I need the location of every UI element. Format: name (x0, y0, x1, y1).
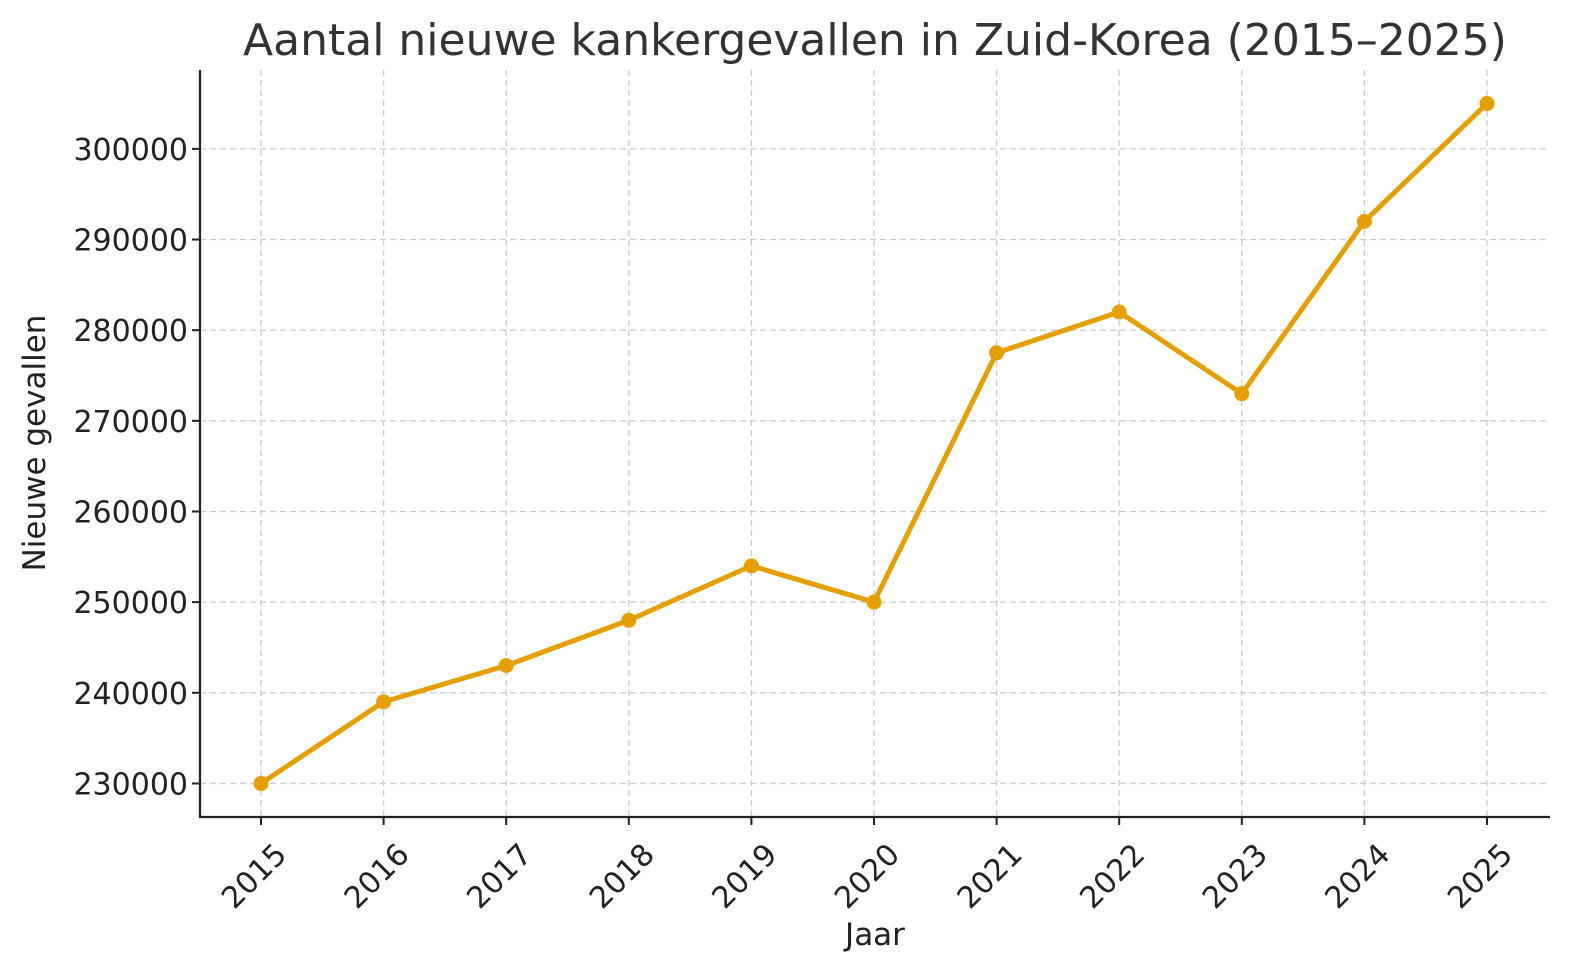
x-tick-label: 2021 (951, 837, 1030, 916)
y-tick-label: 260000 (73, 495, 188, 530)
data-point (1479, 96, 1495, 112)
x-tick-label: 2016 (338, 837, 417, 916)
data-point (253, 775, 269, 791)
y-tick-label: 250000 (73, 586, 188, 621)
data-point (1111, 304, 1127, 320)
y-tick-label: 290000 (73, 224, 188, 259)
x-axis-label: Jaar (843, 917, 905, 953)
x-tick-label: 2019 (706, 837, 785, 916)
x-tick-label: 2025 (1441, 837, 1520, 916)
x-tick-label: 2023 (1196, 837, 1275, 916)
x-tick-label: 2018 (583, 837, 662, 916)
data-point (1356, 213, 1372, 229)
data-point (376, 694, 392, 710)
x-tick-label: 2020 (828, 837, 907, 916)
chart-title: Aantal nieuwe kankergevallen in Zuid-Kor… (243, 15, 1507, 66)
data-point (1234, 386, 1250, 402)
data-point (866, 594, 882, 610)
y-tick-label: 300000 (73, 133, 188, 168)
y-tick-label: 270000 (73, 405, 188, 440)
data-point (743, 558, 759, 574)
y-tick-label: 240000 (73, 677, 188, 712)
x-tick-label: 2024 (1319, 837, 1398, 916)
y-tick-label: 230000 (73, 767, 188, 802)
grid (200, 70, 1550, 817)
x-tick-label: 2022 (1073, 837, 1152, 916)
y-axis-label: Nieuwe gevallen (17, 315, 53, 572)
data-series (253, 96, 1495, 791)
data-point (498, 658, 514, 674)
tick-labels: 2015 2016 2017 2018 2019 2020 2021 2022 2023 2024… (73, 133, 1519, 916)
data-point (989, 345, 1005, 361)
data-point (621, 612, 637, 628)
x-tick-label: 2017 (460, 837, 539, 916)
x-tick-label: 2015 (215, 837, 294, 916)
y-tick-label: 280000 (73, 314, 188, 349)
